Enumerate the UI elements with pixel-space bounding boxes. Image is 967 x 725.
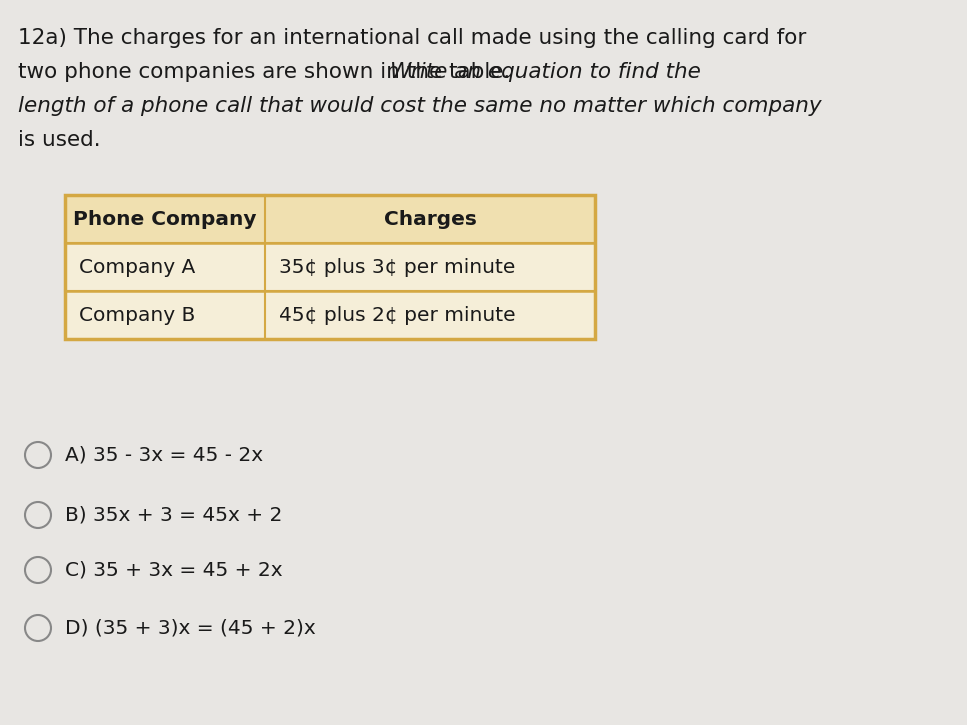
Text: Company A: Company A [79, 257, 195, 276]
Text: Phone Company: Phone Company [73, 210, 257, 228]
Text: Write an equation to find the: Write an equation to find the [390, 62, 701, 82]
Text: 45¢ plus 2¢ per minute: 45¢ plus 2¢ per minute [279, 305, 515, 325]
Text: D) (35 + 3)x = (45 + 2)x: D) (35 + 3)x = (45 + 2)x [65, 618, 316, 637]
Text: two phone companies are shown in the table.: two phone companies are shown in the tab… [18, 62, 517, 82]
Text: A) 35 - 3x = 45 - 2x: A) 35 - 3x = 45 - 2x [65, 445, 263, 465]
Text: length of a phone call that would cost the same no matter which company: length of a phone call that would cost t… [18, 96, 822, 116]
Text: is used.: is used. [18, 130, 101, 150]
Text: C) 35 + 3x = 45 + 2x: C) 35 + 3x = 45 + 2x [65, 560, 282, 579]
Text: 35¢ plus 3¢ per minute: 35¢ plus 3¢ per minute [279, 257, 515, 276]
FancyBboxPatch shape [65, 243, 595, 291]
Text: Company B: Company B [79, 305, 195, 325]
Text: Charges: Charges [384, 210, 477, 228]
Text: 12a) The charges for an international call made using the calling card for: 12a) The charges for an international ca… [18, 28, 806, 48]
FancyBboxPatch shape [65, 195, 595, 243]
FancyBboxPatch shape [65, 291, 595, 339]
Text: B) 35x + 3 = 45x + 2: B) 35x + 3 = 45x + 2 [65, 505, 282, 524]
